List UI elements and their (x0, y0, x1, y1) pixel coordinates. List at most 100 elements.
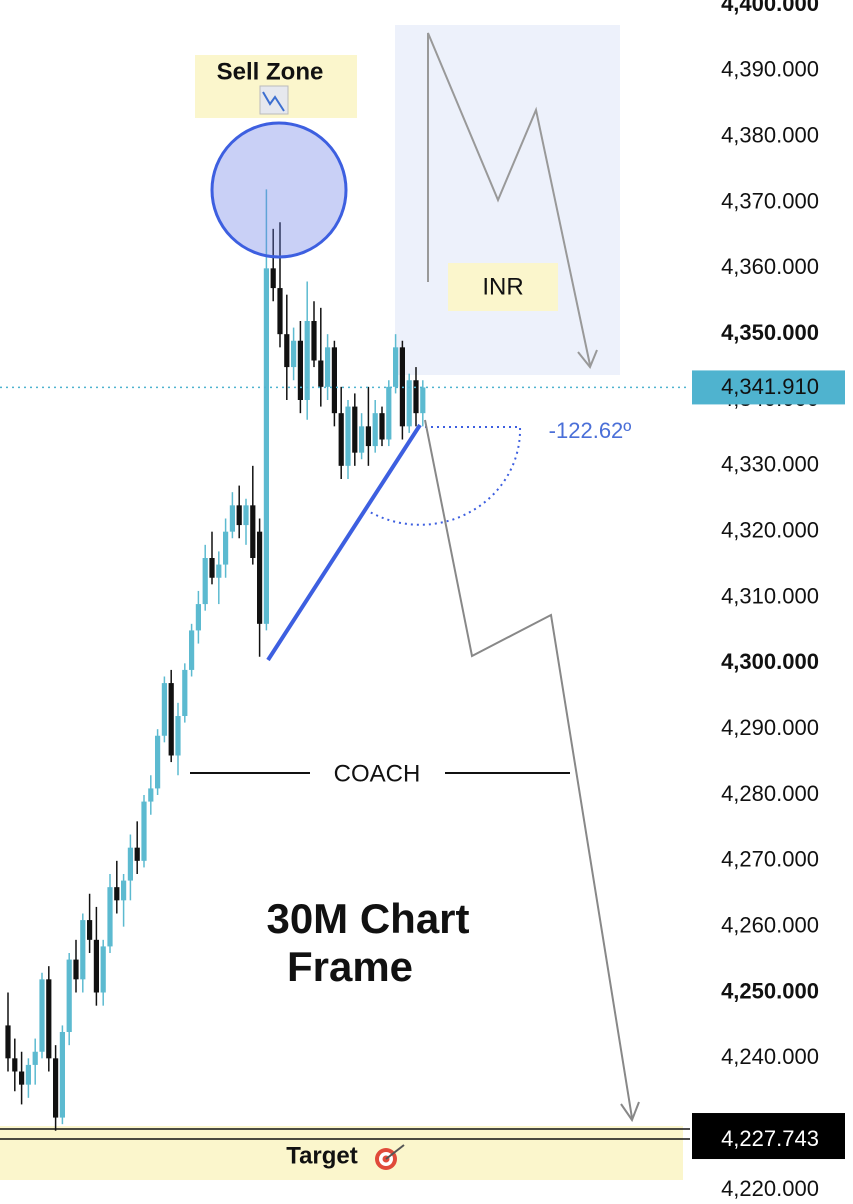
candle-body (284, 334, 290, 368)
target-dart (385, 1144, 405, 1160)
candle-body (386, 386, 392, 440)
candle-body (359, 426, 365, 453)
target-label: Target (286, 1142, 358, 1169)
y-tick-label: 4,390.000 (721, 57, 819, 82)
chart-icon-line (262, 91, 285, 112)
angle-label: -122.62º (549, 418, 632, 443)
candle-body (372, 413, 378, 447)
candle-body (311, 321, 317, 361)
candle-body (413, 380, 419, 414)
candle-body (80, 920, 86, 980)
candle-body (141, 801, 147, 861)
y-tick-label: 4,370.000 (721, 188, 819, 213)
candle-body (352, 406, 358, 453)
candle-body (420, 387, 426, 414)
projection-box (395, 25, 620, 375)
y-tick-label: 4,270.000 (721, 847, 819, 872)
coach-label: COACH (334, 760, 421, 787)
candle-body (202, 558, 208, 605)
y-tick-label: 4,300.000 (721, 649, 819, 674)
candle-body (127, 847, 133, 881)
last-price-box (692, 370, 845, 405)
candle-body (39, 979, 45, 1052)
candle-body (325, 347, 331, 387)
angle-arc (369, 426, 522, 526)
candles (5, 189, 426, 1131)
candle-body (168, 683, 174, 756)
candle-body (229, 505, 235, 532)
candle-body (209, 558, 215, 578)
candle-body (73, 959, 79, 980)
y-tick-label: 4,260.000 (721, 912, 819, 937)
candle-body (66, 959, 72, 1032)
candle-body (277, 288, 283, 335)
zigzag-projection (427, 32, 591, 366)
y-tick-label: 4,320.000 (721, 517, 819, 542)
last-price-label: 4,341.910 (721, 374, 819, 399)
y-tick-label: 4,310.000 (721, 583, 819, 608)
y-tick-label: 4,330.000 (721, 452, 819, 477)
candle-body (5, 1025, 11, 1059)
y-tick-label: 4,290.000 (721, 715, 819, 740)
candle-body (236, 505, 242, 526)
y-tick-label: 4,220.000 (721, 1176, 819, 1199)
frame-title: Frame (287, 943, 413, 990)
y-tick-label: 4,350.000 (721, 320, 819, 345)
arrow-head (620, 1101, 640, 1123)
candle-body (25, 1064, 31, 1085)
candle-body (338, 413, 344, 466)
candle-body (195, 604, 201, 631)
target-icon (375, 1144, 405, 1170)
candle-body (182, 669, 188, 716)
target-price-box (692, 1113, 845, 1160)
candle-body (379, 413, 385, 440)
candle-body (12, 1058, 18, 1072)
candle-body (100, 946, 106, 993)
candle-body (59, 1032, 65, 1118)
inr-label: INR (482, 273, 523, 300)
candle-body (161, 683, 167, 736)
candle-body (365, 426, 371, 447)
y-tick-label: 4,240.000 (721, 1044, 819, 1069)
candle-body (345, 406, 351, 466)
price-projection (424, 419, 633, 1119)
candle-body (263, 268, 269, 624)
sell-zone-circle (210, 121, 348, 259)
candle-body (189, 630, 195, 670)
candle-body (53, 1058, 59, 1118)
candle-body (331, 347, 337, 414)
candle-body (270, 268, 276, 289)
candle-body (121, 880, 127, 901)
candle-body (223, 531, 229, 565)
inr-box (448, 263, 558, 311)
candle-body (19, 1071, 25, 1085)
candle-body (304, 321, 310, 400)
candle-body (148, 788, 154, 802)
candle-body (32, 1051, 38, 1065)
candle-body (155, 735, 161, 789)
candle-body (93, 939, 99, 993)
candle-body (243, 505, 249, 526)
candle-body (134, 847, 140, 861)
y-tick-label: 4,400.000 (721, 0, 819, 16)
candle-body (297, 340, 303, 400)
candle-body (318, 360, 324, 387)
target-price-label: 4,227.743 (721, 1126, 819, 1151)
candle-body (291, 340, 297, 368)
y-tick-label: 4,360.000 (721, 254, 819, 279)
candle-body (393, 347, 399, 387)
y-tick-label: 4,380.000 (721, 122, 819, 147)
candle-body (87, 920, 93, 940)
candle-body (406, 380, 412, 427)
target-zone (0, 1126, 683, 1180)
y-tick-label: 4,250.000 (721, 978, 819, 1003)
frame-title: 30M Chart (266, 895, 469, 942)
candle-body (250, 505, 256, 558)
trend-line (266, 423, 422, 662)
candle-body (114, 887, 120, 901)
candle-body (107, 887, 113, 947)
candle-body (216, 564, 222, 578)
candle-body (46, 979, 52, 1059)
